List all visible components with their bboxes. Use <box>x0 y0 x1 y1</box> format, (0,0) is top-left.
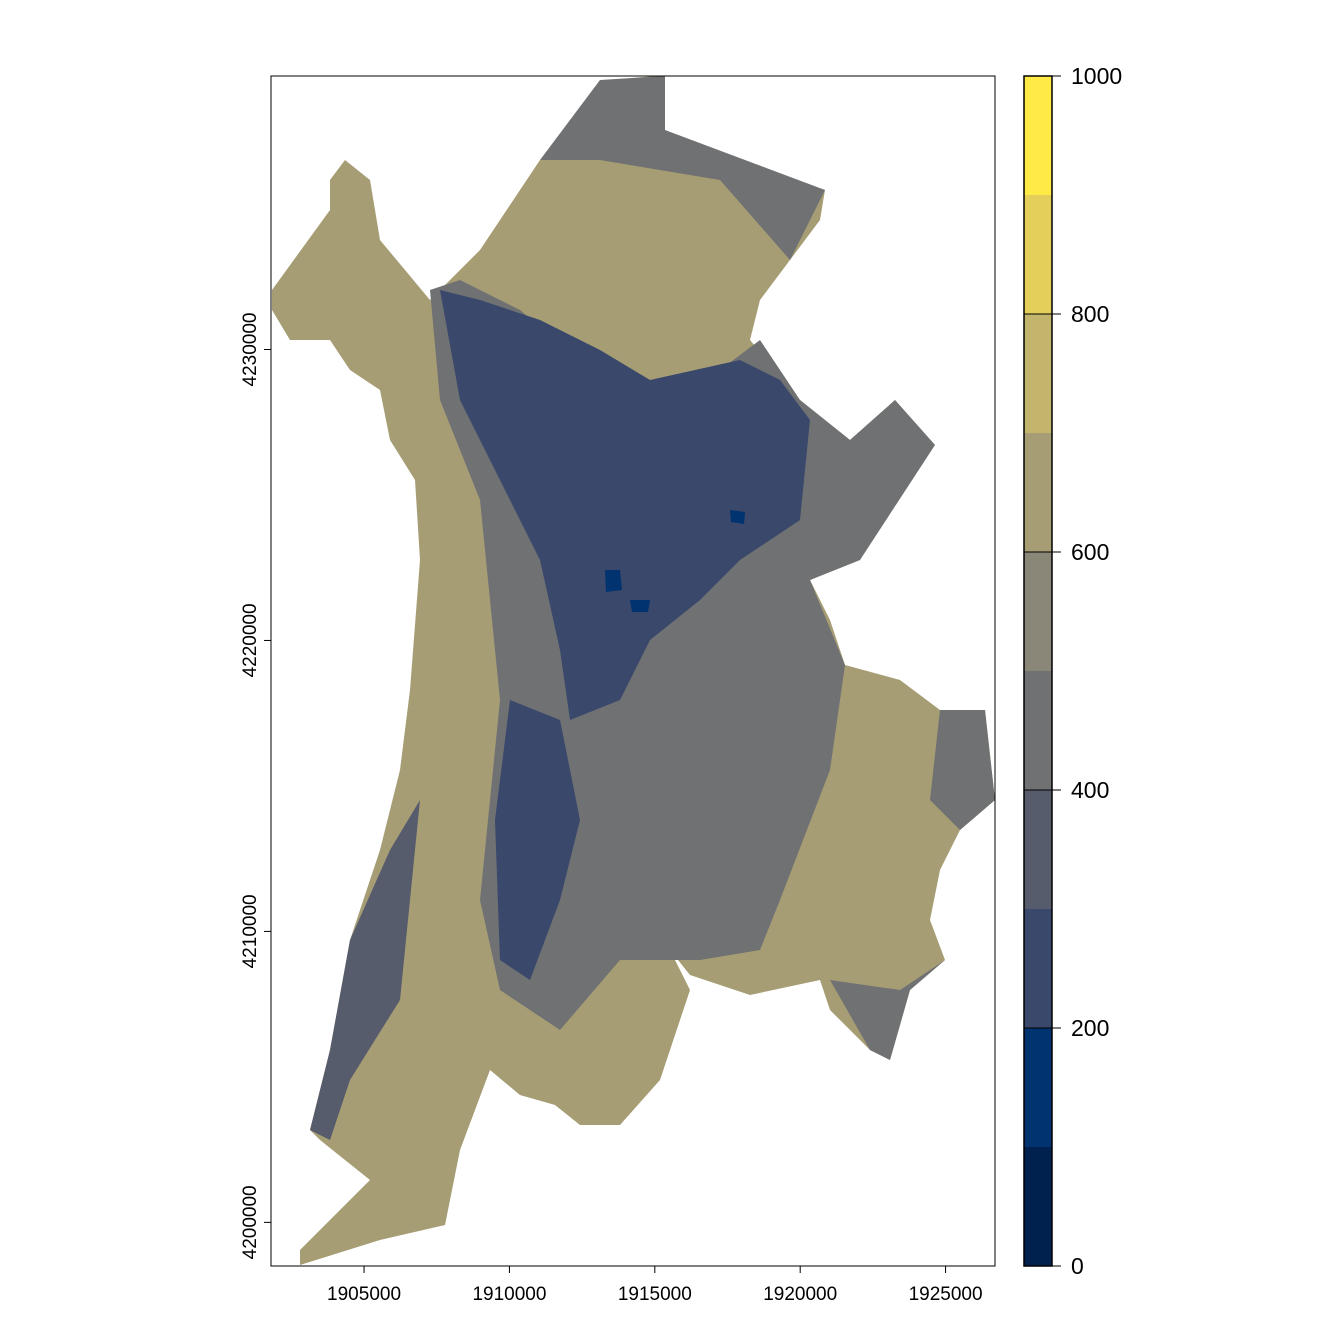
legend-tick-label: 800 <box>1071 301 1109 327</box>
legend-tick-label: 0 <box>1071 1253 1084 1279</box>
legend-swatch <box>1024 1147 1052 1266</box>
raster-zone-valley <box>440 290 810 720</box>
legend-swatch <box>1024 76 1052 195</box>
y-tick-label: 4220000 <box>240 603 261 677</box>
raster-zone-lobe <box>830 960 945 1060</box>
raster-map <box>272 76 995 1265</box>
legend: 0 200 400 600 800 1000 <box>1023 63 1122 1279</box>
legend-swatch <box>1024 195 1052 314</box>
raster-zone-valley-south <box>495 700 580 980</box>
raster-zone-lowest <box>630 600 650 612</box>
x-tick-label: 1915000 <box>618 1284 692 1305</box>
legend-swatch <box>1024 552 1052 671</box>
y-tick-label: 4200000 <box>240 1185 261 1259</box>
x-tick-label: 1925000 <box>909 1284 983 1305</box>
legend-swatch <box>1024 1028 1052 1147</box>
legend-swatch <box>1024 909 1052 1028</box>
y-axis: 4200000 4210000 4220000 4230000 <box>240 313 271 1259</box>
legend-swatch <box>1024 790 1052 909</box>
x-tick-label: 1905000 <box>327 1284 401 1305</box>
legend-swatch <box>1024 433 1052 552</box>
legend-tick-label: 600 <box>1071 539 1109 565</box>
raster-zone-right <box>930 710 995 830</box>
legend-tick-label: 200 <box>1071 1015 1109 1041</box>
legend-swatch <box>1024 671 1052 790</box>
raster-zone-left <box>310 800 420 1140</box>
x-tick-label: 1910000 <box>472 1284 546 1305</box>
legend-swatch <box>1024 314 1052 433</box>
plot-frame <box>270 75 996 1267</box>
raster-zone-top <box>540 76 825 260</box>
raster-zone-lowest <box>605 570 622 592</box>
raster-zone-lowest <box>730 510 745 524</box>
legend-tick-label: 1000 <box>1071 63 1122 89</box>
x-axis: 1905000 1910000 1915000 1920000 1925000 <box>327 1266 983 1305</box>
y-tick-label: 4230000 <box>240 313 261 387</box>
x-tick-label: 1920000 <box>763 1284 837 1305</box>
y-tick-label: 4210000 <box>240 894 261 968</box>
legend-tick-label: 400 <box>1071 777 1109 803</box>
